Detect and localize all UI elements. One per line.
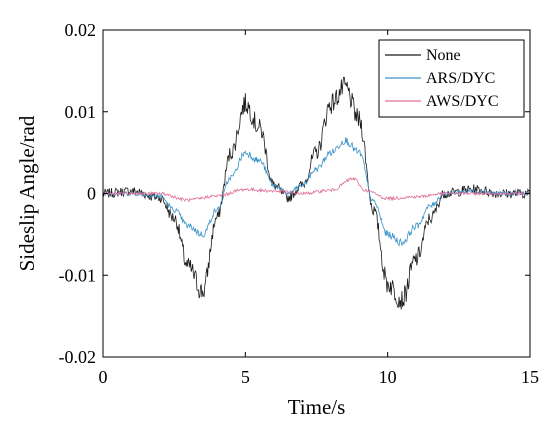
legend: None ARS/DYC AWS/DYC — [378, 39, 525, 118]
x-tick-label: 15 — [521, 367, 539, 387]
y-tick-label: -0.02 — [59, 347, 97, 367]
plot-lines — [102, 76, 531, 310]
y-tick-label: -0.01 — [59, 265, 97, 285]
y-tick-label: 0.02 — [65, 20, 97, 40]
y-tick-label: 0.01 — [65, 102, 97, 122]
series-line-0 — [102, 76, 531, 310]
legend-label: ARS/DYC — [426, 70, 495, 87]
x-tick-label: 10 — [379, 367, 397, 387]
legend-label: AWS/DYC — [426, 93, 499, 110]
series-line-2 — [102, 177, 531, 203]
y-tick-label: 0 — [87, 184, 96, 204]
x-tick-label: 0 — [99, 367, 108, 387]
axis-ticks: 0 5 10 15 -0.02 -0.01 0 0.01 0.02 — [59, 20, 540, 387]
x-axis-label: Time/s — [288, 395, 346, 419]
y-axis-label: Sideslip Angle/rad — [15, 115, 39, 271]
legend-label: None — [426, 47, 461, 64]
x-tick-label: 5 — [241, 367, 250, 387]
